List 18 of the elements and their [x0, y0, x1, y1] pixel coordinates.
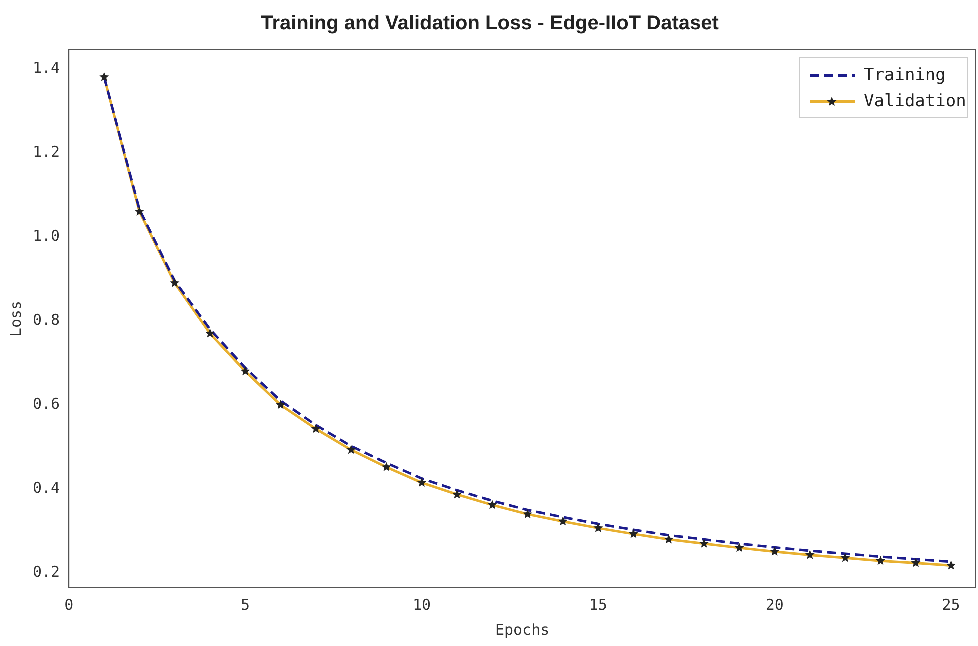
- legend-label: Training: [864, 65, 946, 86]
- chart-title: Training and Validation Loss - Edge-IIoT Dataset: [261, 12, 720, 35]
- x-tick-label: 25: [942, 596, 960, 614]
- x-axis-title: Epochs: [495, 620, 550, 639]
- x-tick-label: 20: [766, 596, 784, 614]
- y-tick-label: 0.4: [33, 479, 60, 498]
- x-tick-label: 5: [241, 596, 250, 614]
- x-tick-label: 10: [412, 596, 432, 614]
- y-tick-label: 1.0: [33, 226, 60, 245]
- x-tick-label: 0: [64, 596, 74, 614]
- y-axis-title: Loss: [6, 300, 25, 338]
- legend-label: Validation: [864, 91, 966, 112]
- y-tick-label: 0.6: [33, 395, 60, 414]
- y-tick-label: 0.2: [33, 563, 60, 582]
- y-tick-label: 1.4: [33, 58, 60, 77]
- y-tick-label: 1.2: [33, 142, 60, 161]
- y-tick-label: 0.8: [33, 310, 60, 329]
- x-tick-label: 15: [589, 596, 608, 614]
